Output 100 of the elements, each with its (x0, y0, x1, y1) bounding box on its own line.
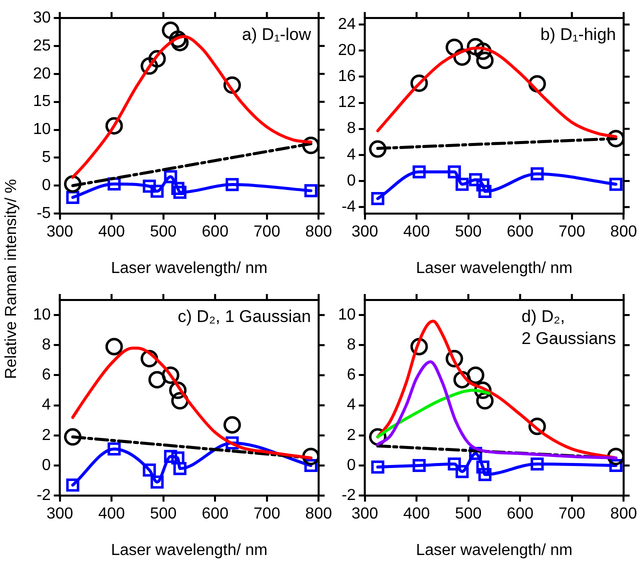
y-tick-label: 4 (346, 146, 356, 164)
x-tick-label: 600 (506, 506, 534, 523)
x-tick-label: 400 (98, 224, 126, 241)
x-tick-label: 400 (403, 506, 430, 523)
x-tick-label: 500 (150, 506, 177, 523)
x-tick-label: 600 (202, 506, 229, 523)
y-tick-label: 10 (33, 306, 51, 324)
y-tick-label: 0 (346, 456, 356, 474)
y-tick-label: 0 (346, 172, 356, 190)
y-tick-label: 12 (338, 94, 356, 112)
point (150, 184, 164, 198)
x-axis-title: Laser wavelength/ nm (110, 260, 268, 277)
x-tick-label: 300 (46, 506, 74, 523)
point (142, 463, 156, 477)
y-tick-label: 2 (346, 426, 356, 444)
point (173, 186, 186, 199)
point (609, 178, 622, 191)
y-tick-label: 16 (338, 68, 356, 86)
point (371, 192, 384, 206)
x-tick-label: 800 (305, 506, 332, 523)
point (448, 457, 461, 471)
point (466, 366, 484, 384)
x-axis-title: Laser wavelength/ nm (416, 542, 572, 559)
point (412, 165, 426, 178)
y-tick-label: 2 (42, 426, 51, 444)
y-tick-label: -4 (342, 198, 356, 216)
y-tick-label: 0 (42, 456, 51, 474)
y-tick-label: 24 (338, 16, 356, 33)
point (304, 184, 318, 198)
x-tick-label: 800 (610, 224, 638, 241)
annotation: b) D₁-high (540, 24, 616, 46)
point (478, 184, 492, 198)
x-tick-label: 600 (202, 224, 229, 241)
point (223, 416, 241, 434)
x-tick-label: 300 (46, 224, 74, 241)
x-tick-label: 300 (351, 224, 378, 241)
point (108, 442, 121, 456)
point (148, 370, 166, 388)
x-tick-label: 400 (98, 506, 126, 523)
point (530, 457, 544, 471)
point (64, 428, 82, 446)
annotation: a) D₁-low (242, 24, 311, 46)
y-tick-label: 30 (33, 9, 51, 26)
point (469, 173, 482, 186)
x-tick-label: 300 (351, 506, 378, 523)
x-axis-title: Laser wavelength/ nm (110, 542, 268, 559)
x-tick-label: 700 (558, 224, 586, 241)
point (607, 448, 624, 466)
y-tick-label: 6 (346, 366, 356, 384)
y-tick-label: 20 (33, 65, 51, 82)
point (448, 165, 461, 178)
point (476, 460, 490, 474)
y-tick-label: 4 (346, 396, 356, 414)
x-tick-label: 500 (454, 224, 482, 241)
point (164, 450, 178, 464)
x-tick-label: 700 (254, 224, 280, 241)
x-tick-label: 600 (506, 224, 534, 241)
y-tick-label: 0 (42, 177, 51, 194)
x-tick-label: 500 (454, 506, 482, 523)
point (302, 448, 319, 466)
point (105, 338, 123, 356)
y-axis-title: Relative Raman intensity/ % (3, 178, 21, 382)
annotation: d) D₂, 2 Gaussians (522, 306, 616, 350)
point (368, 140, 386, 158)
y-tick-label: -2 (342, 487, 356, 504)
point (66, 478, 80, 492)
point (150, 476, 164, 489)
point (476, 52, 494, 70)
x-tick-label: 800 (610, 506, 638, 523)
y-tick-label: 4 (42, 396, 51, 414)
x-tick-label: 800 (305, 224, 332, 241)
y-tick-label: 8 (346, 336, 356, 354)
point (456, 178, 469, 191)
x-axis-title: Laser wavelength/ nm (416, 260, 572, 277)
point (171, 451, 184, 465)
point (302, 136, 319, 154)
y-tick-label: -2 (36, 487, 51, 504)
point (64, 175, 82, 193)
point (371, 460, 384, 474)
x-tick-label: 500 (150, 224, 177, 241)
x-tick-label: 700 (558, 506, 586, 523)
point (226, 178, 239, 192)
point (171, 182, 184, 196)
point (476, 178, 490, 192)
y-tick-label: 25 (33, 37, 51, 54)
point (412, 458, 426, 472)
y-tick-label: 10 (33, 121, 51, 138)
point (478, 468, 492, 482)
point (164, 170, 178, 184)
x-tick-label: 400 (403, 224, 430, 241)
point (162, 22, 180, 40)
y-tick-label: 8 (346, 120, 356, 138)
y-tick-label: 15 (33, 93, 51, 110)
y-tick-label: 10 (338, 306, 356, 324)
x-tick-label: 700 (254, 506, 280, 523)
point (456, 464, 469, 478)
y-tick-label: 6 (42, 366, 51, 384)
annotation: c) D₂, 1 Gaussian (178, 306, 311, 328)
point (530, 167, 544, 180)
y-tick-label: 5 (42, 149, 51, 166)
